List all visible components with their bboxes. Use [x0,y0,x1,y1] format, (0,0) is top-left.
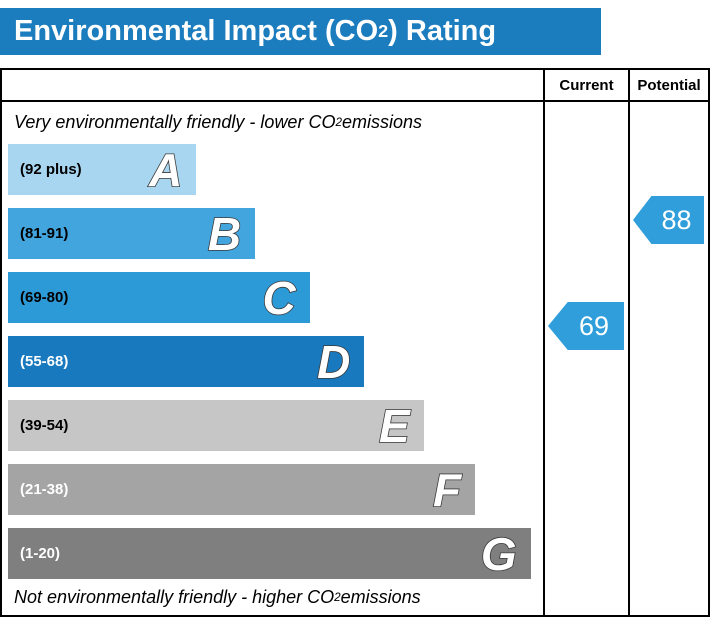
band-letter: A [148,143,183,196]
col-header-potential: Potential [628,70,708,102]
potential-rating-value: 88 [661,204,692,235]
band-row-d: (55-68) D [8,335,365,388]
band-range-label: (39-54) [20,417,69,434]
current-rating-arrow: 69 [548,302,624,350]
chart-header-spacer [2,70,543,102]
top-note-text-end: emissions [341,111,422,132]
band-range-label: (92 plus) [20,161,82,178]
band-row-e: (39-54) E [8,400,424,451]
band-row-b: (81-91) B [8,207,256,260]
top-note-co2-subscript: 2 [335,115,342,129]
rating-bands-column: Very environmentally friendly - lower CO… [2,102,543,615]
band-letter: B [207,207,242,260]
current-rating-value: 69 [578,310,610,341]
band-letter: F [432,463,462,516]
band-range-label: (81-91) [20,225,69,242]
potential-rating-arrow: 88 [633,196,704,244]
top-note-text: Very environmentally friendly - lower CO [14,111,336,132]
band-range-label: (69-80) [20,289,69,306]
band-letter: G [480,527,517,580]
bottom-note-text-end: emissions [340,586,421,607]
rating-table: Current Potential Very environmentally f… [0,68,710,617]
title-co2-subscript: 2 [378,21,389,41]
band-row-g: (1-20) G [8,528,531,579]
bottom-note: Not environmentally friendly - higher CO… [2,579,543,615]
bands-container: (92 plus) A (81-91) B (69-80) C (55-68) … [2,144,543,579]
band-range-label: (55-68) [20,353,69,370]
band-row-c: (69-80) C [8,272,310,323]
band-row-f: (21-38) F [8,463,476,516]
page-title-text-end: ) Rating [388,15,497,47]
band-range-label: (1-20) [20,545,61,562]
band-range-label: (21-38) [20,481,69,498]
band-row-a: (92 plus) A [8,143,197,196]
bottom-note-co2-subscript: 2 [334,590,341,604]
band-letter: D [316,335,351,388]
bottom-note-text: Not environmentally friendly - higher CO [14,586,335,607]
page-title-text: Environmental Impact (CO [14,15,379,47]
col-header-current: Current [543,70,628,102]
current-rating-column: 69 [543,102,628,615]
top-note: Very environmentally friendly - lower CO… [2,102,543,142]
page-title: Environmental Impact (CO 2) Rating [0,8,601,55]
potential-rating-column: 88 [628,102,708,615]
band-letter: C [262,271,297,324]
band-letter: E [378,399,410,452]
